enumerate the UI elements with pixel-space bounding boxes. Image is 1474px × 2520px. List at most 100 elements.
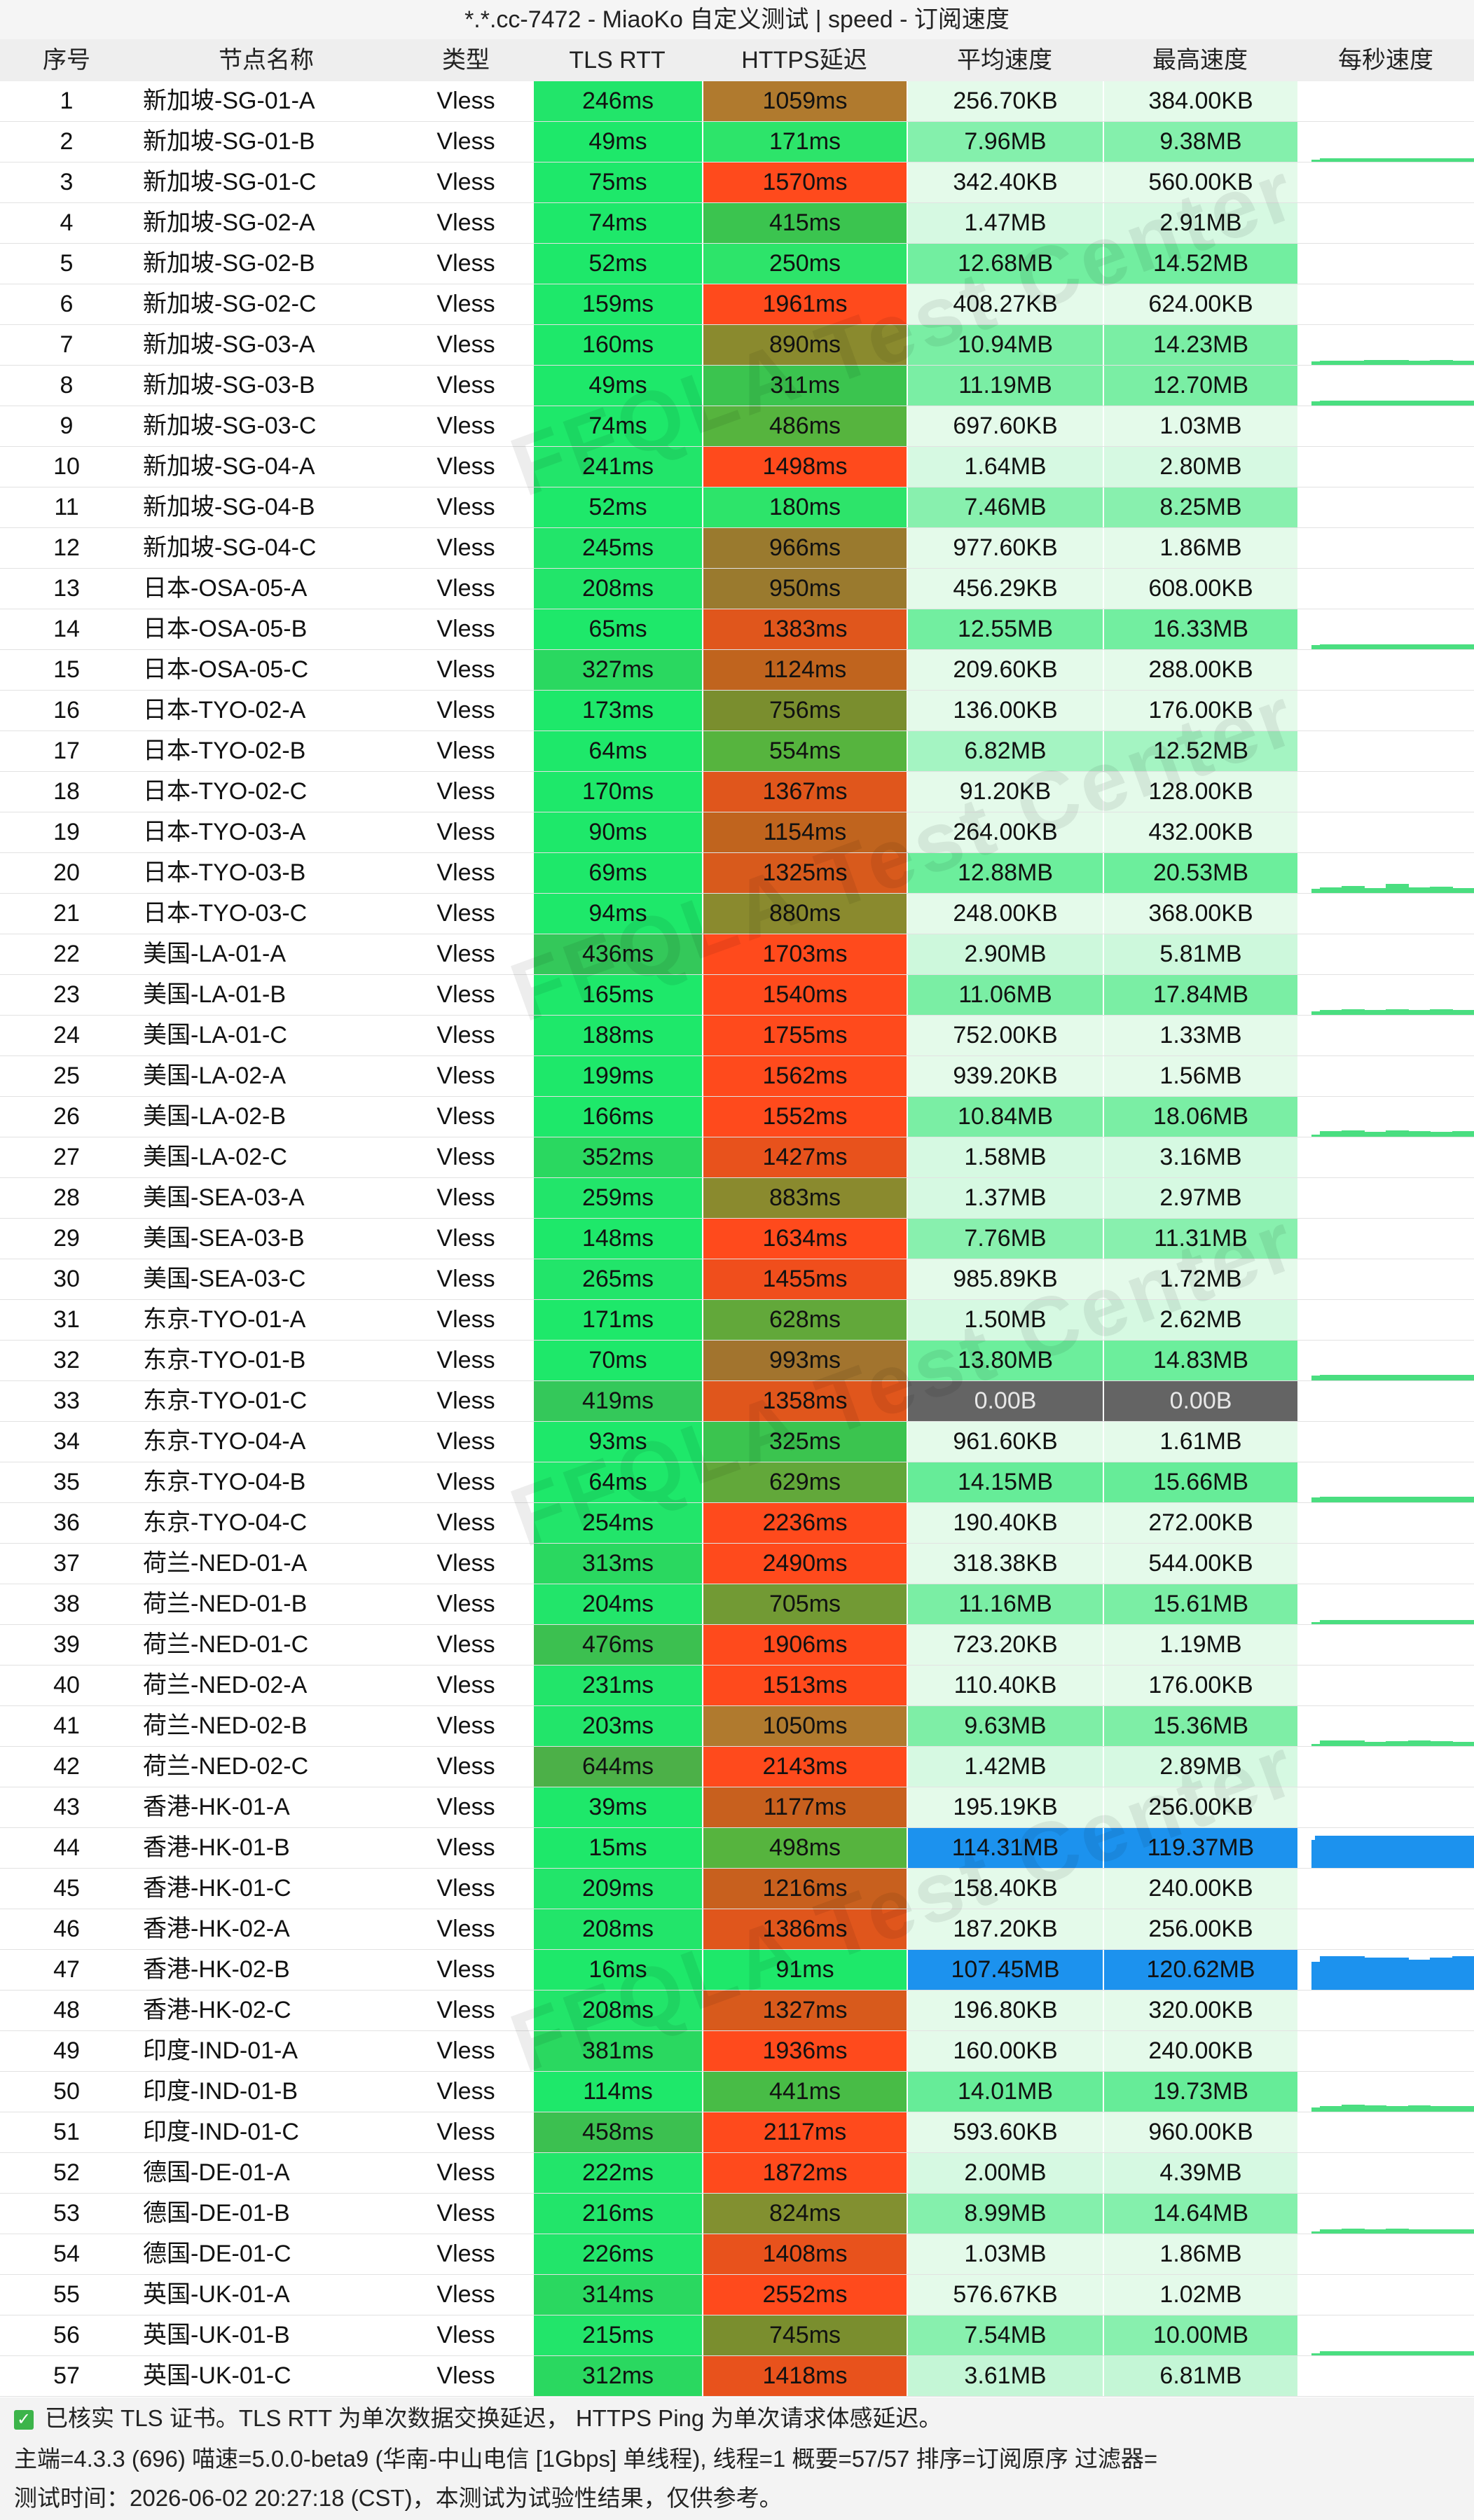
table-row[interactable]: 47 香港-HK-02-B Vless 16ms 91ms 107.45MB 120.62M… xyxy=(0,1950,1474,1991)
row-index: 10 xyxy=(53,453,80,480)
table-row[interactable]: 38 荷兰-NED-01-B Vless 204ms 705ms 11.16MB 15.61… xyxy=(0,1584,1474,1625)
table-row[interactable]: 40 荷兰-NED-02-A Vless 231ms 1513ms 110.40KB 176… xyxy=(0,1666,1474,1706)
tls-rtt-value: 166ms xyxy=(532,1097,702,1137)
row-divider xyxy=(0,1502,1474,1503)
table-row[interactable]: 7 新加坡-SG-03-A Vless 160ms 890ms 10.94MB 14.23M… xyxy=(0,325,1474,366)
table-row[interactable]: 43 香港-HK-01-A Vless 39ms 1177ms 195.19KB 256.0… xyxy=(0,1787,1474,1828)
header-avg-speed[interactable]: 平均速度 xyxy=(957,47,1052,74)
sparkline-bar xyxy=(1319,1740,1342,1746)
header-https-latency[interactable]: HTTPS延迟 xyxy=(741,47,867,74)
table-row[interactable]: 25 美国-LA-02-A Vless 199ms 1562ms 939.20KB 1.56… xyxy=(0,1056,1474,1097)
table-row[interactable]: 29 美国-SEA-03-B Vless 148ms 1634ms 7.76MB 11.31… xyxy=(0,1219,1474,1259)
sparkline-bar xyxy=(1452,1956,1474,1990)
header-node-name[interactable]: 节点名称 xyxy=(219,47,314,74)
table-row[interactable]: 17 日本-TYO-02-B Vless 64ms 554ms 6.82MB 12.52MB xyxy=(0,731,1474,772)
table-row[interactable]: 14 日本-OSA-05-B Vless 65ms 1383ms 12.55MB 16.33… xyxy=(0,609,1474,650)
table-row[interactable]: 49 印度-IND-01-A Vless 381ms 1936ms 160.00KB 240… xyxy=(0,2031,1474,2072)
table-row[interactable]: 13 日本-OSA-05-A Vless 208ms 950ms 456.29KB 608.… xyxy=(0,569,1474,609)
max-speed-value: 432.00KB xyxy=(1103,812,1297,852)
table-row[interactable]: 23 美国-LA-01-B Vless 165ms 1540ms 11.06MB 17.84… xyxy=(0,975,1474,1016)
sparkline-bar xyxy=(1407,1375,1431,1380)
https-latency-value: 325ms xyxy=(702,1422,907,1462)
node-type: Vless xyxy=(436,1387,495,1414)
per-second-sparkline xyxy=(1297,122,1474,162)
header-type[interactable]: 类型 xyxy=(442,47,490,74)
table-row[interactable]: 33 东京-TYO-01-C Vless 419ms 1358ms 0.00B 0.00B xyxy=(0,1381,1474,1422)
table-row[interactable]: 41 荷兰-NED-02-B Vless 203ms 1050ms 9.63MB 15.36… xyxy=(0,1706,1474,1747)
table-row[interactable]: 31 东京-TYO-01-A Vless 171ms 628ms 1.50MB 2.62MB xyxy=(0,1300,1474,1341)
tls-rtt-value: 458ms xyxy=(532,2112,702,2152)
avg-speed-value: 196.80KB xyxy=(907,1991,1103,2030)
table-row[interactable]: 6 新加坡-SG-02-C Vless 159ms 1961ms 408.27KB 624.… xyxy=(0,284,1474,325)
max-speed-value: 4.39MB xyxy=(1103,2153,1297,2193)
table-row[interactable]: 37 荷兰-NED-01-A Vless 313ms 2490ms 318.38KB 544… xyxy=(0,1544,1474,1584)
table-row[interactable]: 3 新加坡-SG-01-C Vless 75ms 1570ms 342.40KB 560.0… xyxy=(0,162,1474,203)
sparkline-bar xyxy=(1452,888,1474,893)
table-row[interactable]: 8 新加坡-SG-03-B Vless 49ms 311ms 11.19MB 12.70MB xyxy=(0,366,1474,406)
table-row[interactable]: 12 新加坡-SG-04-C Vless 245ms 966ms 977.60KB 1.86… xyxy=(0,528,1474,569)
table-row[interactable]: 2 新加坡-SG-01-B Vless 49ms 171ms 7.96MB 9.38MB xyxy=(0,122,1474,162)
header-index[interactable]: 序号 xyxy=(43,47,90,74)
max-speed-value: 14.23MB xyxy=(1103,325,1297,365)
table-row[interactable]: 22 美国-LA-01-A Vless 436ms 1703ms 2.90MB 5.81MB xyxy=(0,934,1474,975)
table-row[interactable]: 53 德国-DE-01-B Vless 216ms 824ms 8.99MB 14.64MB xyxy=(0,2194,1474,2234)
table-row[interactable]: 18 日本-TYO-02-C Vless 170ms 1367ms 91.20KB 128.… xyxy=(0,772,1474,812)
per-second-sparkline xyxy=(1297,691,1474,731)
table-row[interactable]: 20 日本-TYO-03-B Vless 69ms 1325ms 12.88MB 20.53… xyxy=(0,853,1474,894)
header-tls-rtt[interactable]: TLS RTT xyxy=(569,47,666,74)
table-row[interactable]: 50 印度-IND-01-B Vless 114ms 441ms 14.01MB 19.73… xyxy=(0,2072,1474,2112)
table-row[interactable]: 5 新加坡-SG-02-B Vless 52ms 250ms 12.68MB 14.52MB xyxy=(0,244,1474,284)
table-row[interactable]: 16 日本-TYO-02-A Vless 173ms 756ms 136.00KB 176.… xyxy=(0,691,1474,731)
sparkline-bar xyxy=(1363,2229,1386,2234)
table-row[interactable]: 10 新加坡-SG-04-A Vless 241ms 1498ms 1.64MB 2.80M… xyxy=(0,447,1474,487)
avg-speed-value: 91.20KB xyxy=(907,772,1103,812)
table-row[interactable]: 52 德国-DE-01-A Vless 222ms 1872ms 2.00MB 4.39MB xyxy=(0,2153,1474,2194)
table-row[interactable]: 24 美国-LA-01-C Vless 188ms 1755ms 752.00KB 1.33… xyxy=(0,1016,1474,1056)
table-row[interactable]: 1 新加坡-SG-01-A Vless 246ms 1059ms 256.70KB 384.… xyxy=(0,81,1474,122)
table-row[interactable]: 54 德国-DE-01-C Vless 226ms 1408ms 1.03MB 1.86MB xyxy=(0,2234,1474,2275)
row-divider xyxy=(0,1421,1474,1422)
sparkline-bar xyxy=(1386,1836,1405,1868)
table-row[interactable]: 21 日本-TYO-03-C Vless 94ms 880ms 248.00KB 368.0… xyxy=(0,894,1474,934)
table-row[interactable]: 15 日本-OSA-05-C Vless 327ms 1124ms 209.60KB 288… xyxy=(0,650,1474,691)
check-icon: ✓ xyxy=(14,2410,34,2430)
table-row[interactable]: 11 新加坡-SG-04-B Vless 52ms 180ms 7.46MB 8.25MB xyxy=(0,487,1474,528)
table-row[interactable]: 46 香港-HK-02-A Vless 208ms 1386ms 187.20KB 256.… xyxy=(0,1909,1474,1950)
table-row[interactable]: 26 美国-LA-02-B Vless 166ms 1552ms 10.84MB 18.06… xyxy=(0,1097,1474,1137)
table-row[interactable]: 42 荷兰-NED-02-C Vless 644ms 2143ms 1.42MB 2.89M… xyxy=(0,1747,1474,1787)
table-row[interactable]: 44 香港-HK-01-B Vless 15ms 498ms 114.31MB 119.37… xyxy=(0,1828,1474,1869)
table-row[interactable]: 35 东京-TYO-04-B Vless 64ms 629ms 14.15MB 15.66M… xyxy=(0,1462,1474,1503)
max-speed-value: 1.86MB xyxy=(1103,528,1297,568)
sparkline-bar xyxy=(1342,1956,1365,1990)
table-row[interactable]: 57 英国-UK-01-C Vless 312ms 1418ms 3.61MB 6.81MB xyxy=(0,2356,1474,2397)
row-index: 53 xyxy=(53,2200,80,2227)
tls-rtt-value: 204ms xyxy=(532,1584,702,1624)
header-max-speed[interactable]: 最高速度 xyxy=(1152,47,1248,74)
node-type: Vless xyxy=(436,534,495,561)
table-row[interactable]: 36 东京-TYO-04-C Vless 254ms 2236ms 190.40KB 272… xyxy=(0,1503,1474,1544)
row-index: 54 xyxy=(53,2241,80,2267)
node-type: Vless xyxy=(436,1347,495,1373)
table-row[interactable]: 56 英国-UK-01-B Vless 215ms 745ms 7.54MB 10.00MB xyxy=(0,2315,1474,2356)
table-row[interactable]: 34 东京-TYO-04-A Vless 93ms 325ms 961.60KB 1.61M… xyxy=(0,1422,1474,1462)
table-row[interactable]: 51 印度-IND-01-C Vless 458ms 2117ms 593.60KB 960… xyxy=(0,2112,1474,2153)
table-row[interactable]: 27 美国-LA-02-C Vless 352ms 1427ms 1.58MB 3.16MB xyxy=(0,1137,1474,1178)
tls-rtt-value: 90ms xyxy=(532,812,702,852)
sparkline-bar xyxy=(1452,1497,1474,1502)
https-latency-value: 1059ms xyxy=(702,81,907,121)
table-row[interactable]: 4 新加坡-SG-02-A Vless 74ms 415ms 1.47MB 2.91MB xyxy=(0,203,1474,244)
table-row[interactable]: 48 香港-HK-02-C Vless 208ms 1327ms 196.80KB 320.… xyxy=(0,1991,1474,2031)
per-second-sparkline xyxy=(1297,81,1474,121)
node-name: 东京-TYO-01-B xyxy=(143,1347,306,1373)
per-second-sparkline xyxy=(1297,650,1474,690)
table-row[interactable]: 45 香港-HK-01-C Vless 209ms 1216ms 158.40KB 240.… xyxy=(0,1869,1474,1909)
node-type: Vless xyxy=(436,616,495,642)
table-row[interactable]: 55 英国-UK-01-A Vless 314ms 2552ms 576.67KB 1.02… xyxy=(0,2275,1474,2315)
table-row[interactable]: 32 东京-TYO-01-B Vless 70ms 993ms 13.80MB 14.83M… xyxy=(0,1341,1474,1381)
table-row[interactable]: 19 日本-TYO-03-A Vless 90ms 1154ms 264.00KB 432.… xyxy=(0,812,1474,853)
table-row[interactable]: 9 新加坡-SG-03-C Vless 74ms 486ms 697.60KB 1.03MB xyxy=(0,406,1474,447)
table-row[interactable]: 30 美国-SEA-03-C Vless 265ms 1455ms 985.89KB 1.7… xyxy=(0,1259,1474,1300)
table-row[interactable]: 28 美国-SEA-03-A Vless 259ms 883ms 1.37MB 2.97MB xyxy=(0,1178,1474,1219)
header-per-second-speed[interactable]: 每秒速度 xyxy=(1338,47,1433,74)
table-row[interactable]: 39 荷兰-NED-01-C Vless 476ms 1906ms 723.20KB 1.1… xyxy=(0,1625,1474,1666)
